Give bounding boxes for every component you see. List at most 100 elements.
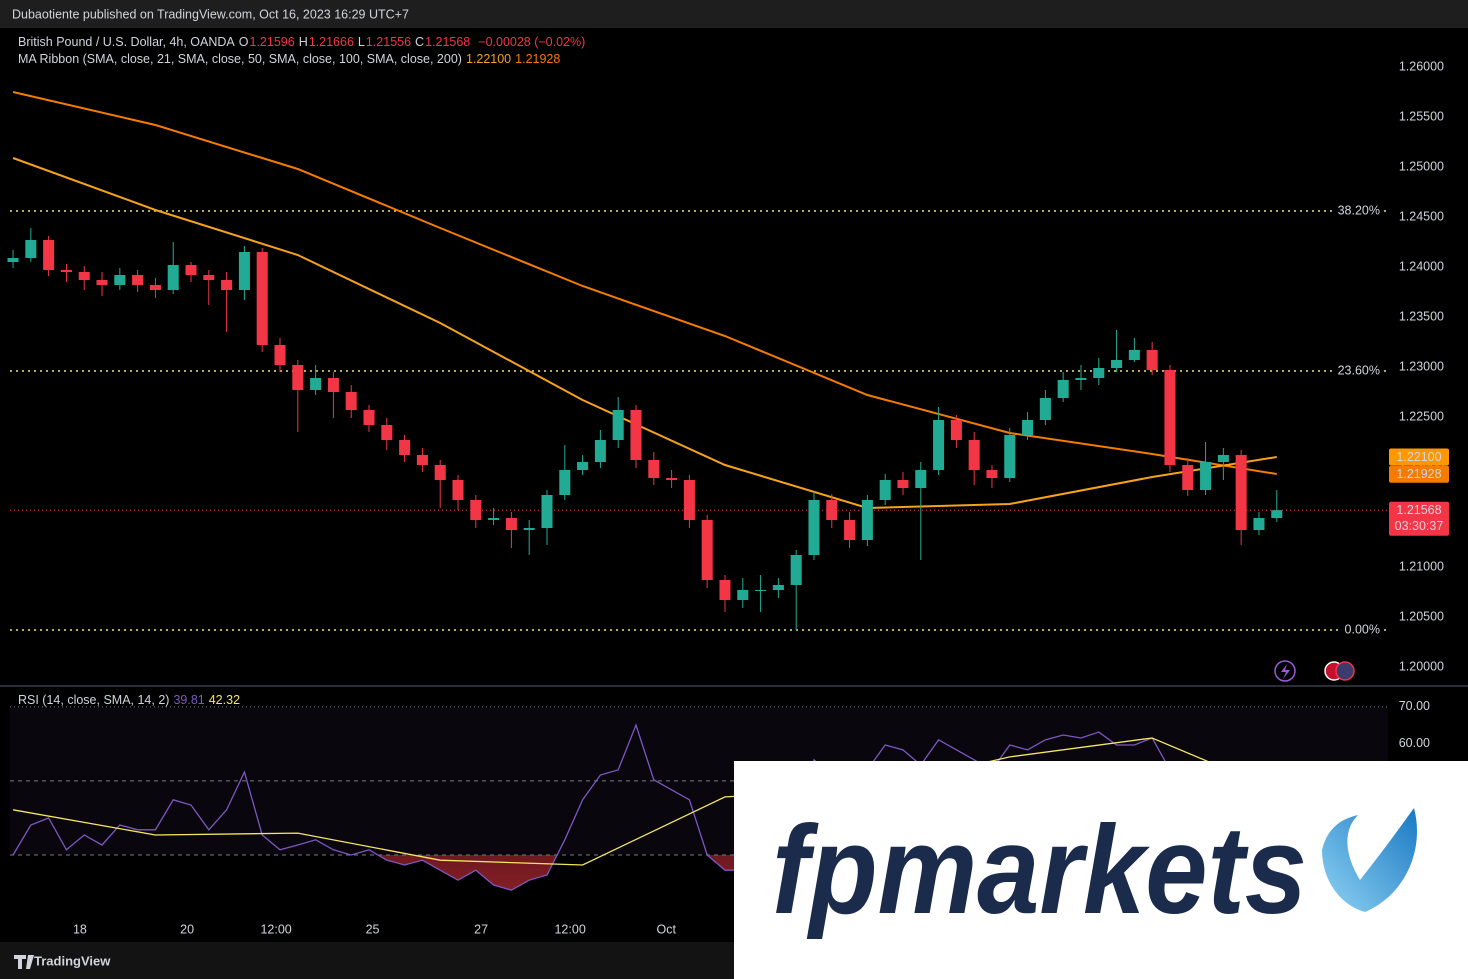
candle-body [488, 518, 500, 520]
ohlc-key: L [357, 35, 365, 49]
candle-body [968, 440, 980, 470]
y-tick-label: 1.24000 [1399, 259, 1444, 273]
fib-label: 23.60% [1338, 363, 1380, 377]
candle-body [1111, 360, 1123, 368]
candle-body [559, 470, 571, 495]
candle-body [434, 465, 446, 480]
x-tick-label: Oct [657, 922, 677, 936]
y-tick-label: 1.23500 [1399, 309, 1444, 323]
ohlc-key: O [238, 35, 249, 49]
candle-body [416, 455, 428, 465]
candle-body [1075, 378, 1087, 380]
candle-body [238, 252, 250, 290]
candle-body [986, 470, 998, 478]
ma-legend: MA Ribbon (SMA, close, 21, SMA, close, 5… [18, 52, 568, 66]
candle-body [1093, 368, 1105, 378]
y-tick-label: 60.00 [1399, 736, 1430, 750]
x-tick-label: 18 [73, 922, 87, 936]
candle-body [1182, 465, 1194, 490]
candle-body [1004, 435, 1016, 478]
candle-body [737, 590, 749, 600]
candle-body [1146, 350, 1158, 370]
ohlc-key: C [415, 35, 425, 49]
change: −0.00028 (−0.02%) [478, 35, 586, 49]
candle-body [577, 462, 589, 470]
price-badge [1389, 448, 1449, 466]
top-bar [0, 0, 1468, 28]
y-tick-label: 1.22500 [1399, 409, 1444, 423]
price-badge [1389, 501, 1449, 536]
candle-body [1217, 455, 1229, 462]
ohlc-value: 1.21556 [365, 35, 412, 49]
ma-line [12, 157, 1277, 510]
candle-body [719, 580, 731, 600]
candle-body [167, 265, 179, 290]
candle-body [861, 500, 873, 540]
candle-body [203, 275, 215, 280]
watermark-logo: fpmarkets [772, 801, 1307, 940]
candle-body [612, 410, 624, 440]
fib-label: 38.20% [1338, 203, 1380, 217]
y-tick-label: 1.25500 [1399, 109, 1444, 123]
candle-body [114, 275, 126, 285]
x-tick-label: 12:00 [554, 922, 585, 936]
candle-body [1128, 350, 1140, 360]
candle-body [96, 280, 108, 285]
rsi-line [12, 723, 1277, 891]
candle-body [1057, 380, 1069, 398]
candle-body [1164, 370, 1176, 465]
candle-body [399, 440, 411, 455]
candle-body [452, 480, 464, 500]
candle-body [844, 520, 856, 540]
x-tick-label: 20 [180, 922, 194, 936]
price-badge-label: 1.21928 [1396, 467, 1441, 481]
candle-body [541, 495, 553, 528]
y-tick-label: 1.23000 [1399, 359, 1444, 373]
candle-body [648, 460, 660, 478]
fib-label-bg [1333, 362, 1384, 379]
price-badge-label: 1.21568 [1396, 503, 1441, 517]
candle-body [808, 500, 820, 555]
brand: TradingView [34, 953, 111, 968]
candle-body [1200, 462, 1212, 490]
candle-body [1022, 420, 1034, 435]
y-tick-label: 70.00 [1399, 699, 1430, 713]
candle-body [666, 478, 678, 480]
candle-body [826, 500, 838, 520]
y-tick-label: 1.20500 [1399, 609, 1444, 623]
ma-line [12, 91, 1277, 475]
rsi-value: 39.81 [173, 693, 205, 707]
symbol-title: British Pound / U.S. Dollar, 4h, OANDA [18, 35, 235, 49]
candle-body [790, 555, 802, 585]
candle-body [7, 258, 19, 262]
candle-body [149, 285, 161, 290]
candle-body [505, 518, 517, 530]
candle-body [755, 590, 767, 591]
indicator-title: MA Ribbon (SMA, close, 21, SMA, close, 5… [18, 52, 462, 66]
y-tick-label: 1.24500 [1399, 209, 1444, 223]
candle-body [1039, 398, 1051, 420]
oversold-fill [377, 854, 770, 891]
price-badge-label: 1.22100 [1396, 450, 1441, 464]
candle-body [630, 410, 642, 460]
candle-body [274, 345, 286, 365]
candle-body [523, 528, 535, 530]
candle-body [915, 470, 927, 488]
rsi-value: 42.32 [208, 693, 241, 707]
ohlc-key: H [298, 35, 308, 49]
x-tick-label: 27 [474, 922, 488, 936]
candle-body [327, 378, 339, 392]
candle-body [701, 520, 713, 580]
candle-body [470, 500, 482, 520]
candle-body [292, 365, 304, 390]
candle-body [256, 252, 268, 345]
candle-body [933, 420, 945, 470]
candle-body [43, 240, 55, 270]
x-tick-label: 25 [366, 922, 380, 936]
countdown-label: 03:30:37 [1395, 519, 1444, 533]
published-note: Dubaotiente published on TradingView.com… [12, 7, 409, 21]
ma-values: 1.22100 1.21928 [466, 52, 564, 66]
candle-body [879, 480, 891, 500]
